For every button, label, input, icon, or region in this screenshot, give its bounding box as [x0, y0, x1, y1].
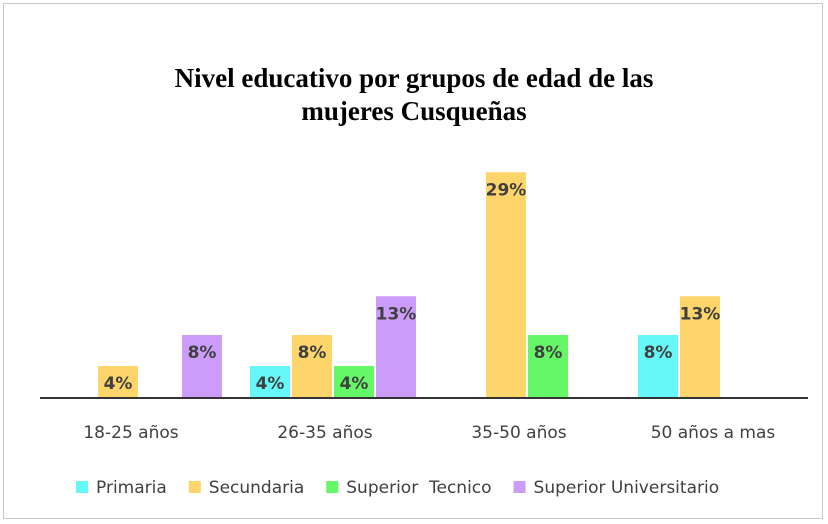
legend-swatch [76, 481, 88, 493]
legend-label: Superior Tecnico [346, 478, 491, 498]
bar [486, 172, 526, 397]
x-tick-label: 18-25 años [83, 423, 178, 443]
legend-label: Primaria [96, 478, 167, 498]
data-label: 4% [340, 374, 369, 394]
bar [334, 366, 374, 397]
bar [680, 296, 720, 397]
chart-frame [3, 3, 823, 519]
bar [638, 335, 678, 397]
data-label: 4% [256, 374, 285, 394]
data-label: 8% [644, 343, 673, 363]
legend-swatch [188, 481, 201, 493]
bar [528, 335, 568, 397]
data-label: 8% [534, 343, 563, 363]
legend-swatch [513, 481, 526, 493]
bar [98, 366, 138, 397]
legend-label: Secundaria [209, 478, 304, 498]
data-label: 4% [104, 374, 133, 394]
data-label: 13% [376, 304, 417, 324]
bar [292, 335, 332, 397]
data-label: 13% [680, 304, 721, 324]
legend-label: Superior Universitario [534, 478, 720, 498]
chart-title: Nivel educativo por grupos de edad de la… [174, 63, 654, 126]
bar [250, 366, 290, 397]
x-tick-label: 35-50 años [471, 423, 566, 443]
data-label: 8% [188, 343, 217, 363]
x-tick-label: 50 años a mas [651, 423, 776, 443]
data-label: 8% [298, 343, 327, 363]
x-tick-label: 26-35 años [277, 423, 372, 443]
bar [182, 335, 222, 397]
data-label: 29% [486, 180, 527, 200]
legend-swatch [326, 481, 339, 493]
bar [376, 296, 416, 397]
